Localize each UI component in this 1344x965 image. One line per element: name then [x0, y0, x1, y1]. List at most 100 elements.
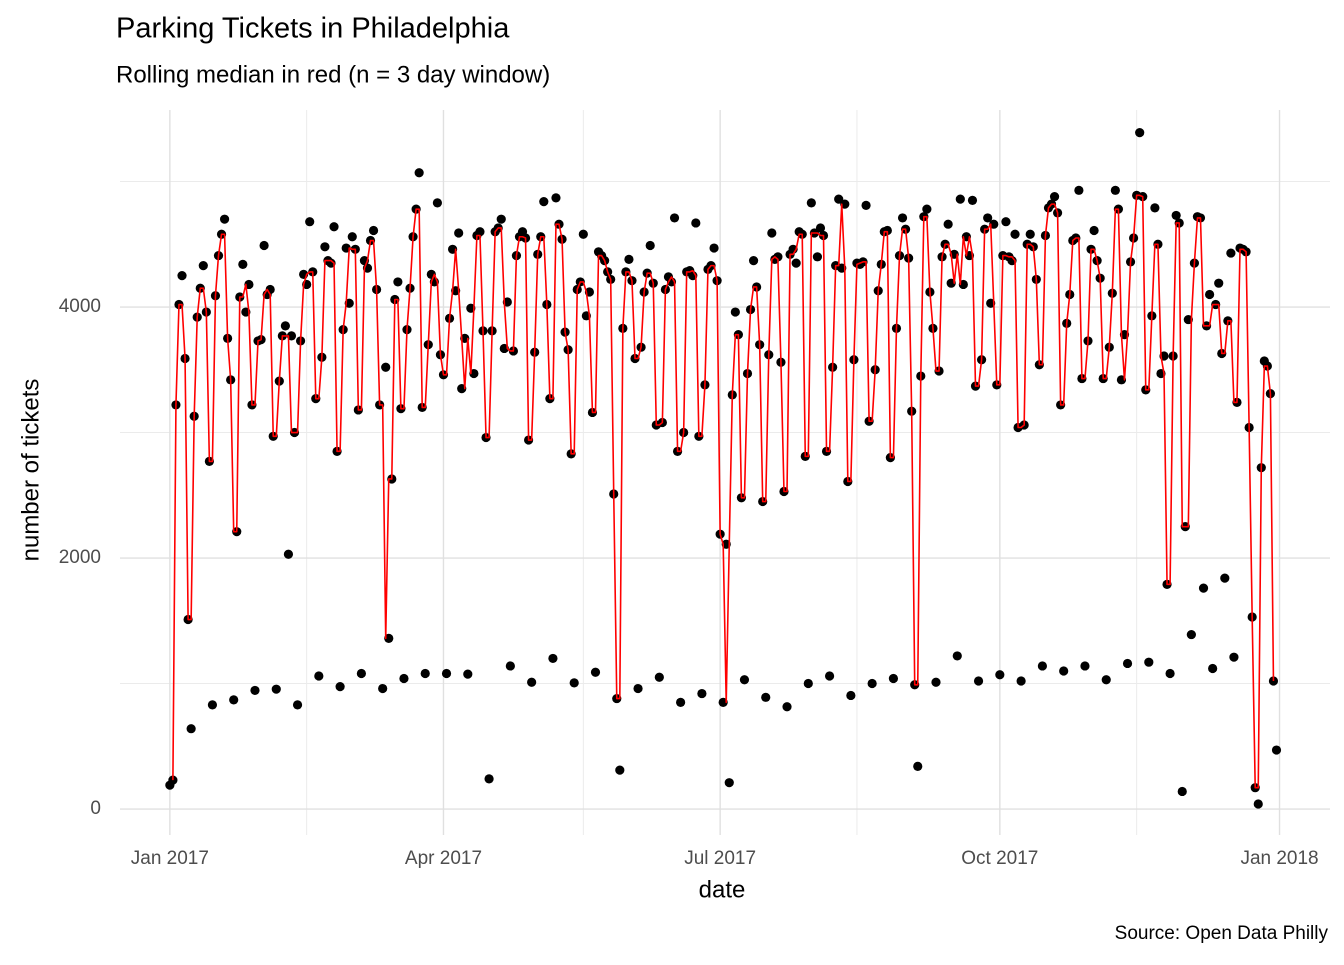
data-point	[973, 676, 984, 686]
data-point	[1074, 185, 1084, 195]
data-point	[1110, 185, 1120, 195]
data-point	[283, 549, 294, 559]
data-point	[368, 225, 379, 236]
data-point	[496, 214, 506, 224]
data-point	[356, 668, 366, 679]
data-point	[697, 688, 707, 699]
data-point	[691, 218, 701, 228]
data-point	[730, 307, 740, 317]
data-point	[219, 214, 230, 224]
data-point	[1214, 278, 1224, 288]
data-point	[1049, 191, 1060, 202]
data-point	[913, 761, 923, 771]
data-point	[177, 271, 187, 281]
data-point	[791, 258, 801, 268]
data-point	[1226, 248, 1236, 258]
data-point	[767, 228, 777, 238]
data-point	[378, 683, 388, 694]
data-point	[329, 222, 339, 232]
x-tick-label: Apr 2017	[405, 848, 482, 869]
data-point	[539, 197, 549, 207]
data-point	[1208, 663, 1218, 674]
data-point	[381, 362, 391, 372]
median-line	[172, 194, 1275, 789]
data-point	[454, 228, 464, 238]
data-point	[569, 678, 579, 688]
data-point	[393, 277, 403, 287]
y-tick-label: 2000	[59, 547, 101, 568]
data-point	[676, 697, 686, 707]
data-point	[1229, 652, 1239, 662]
data-point	[320, 242, 330, 252]
data-point	[882, 225, 892, 236]
data-point	[414, 168, 424, 178]
data-point	[399, 673, 409, 684]
data-point	[773, 252, 783, 262]
data-point	[484, 774, 494, 784]
data-point	[824, 671, 835, 681]
data-point	[1205, 289, 1215, 300]
data-point	[250, 685, 260, 696]
data-point	[983, 213, 993, 223]
data-point	[867, 678, 877, 689]
data-point	[1198, 583, 1209, 593]
data-point	[1268, 676, 1279, 686]
data-point	[806, 198, 816, 208]
data-point	[952, 651, 962, 661]
data-point	[1016, 676, 1026, 686]
data-point	[1080, 661, 1090, 671]
data-point	[812, 252, 823, 262]
data-point	[1177, 786, 1187, 797]
data-point	[207, 700, 218, 710]
data-point	[709, 243, 719, 253]
data-point	[669, 213, 680, 223]
data-point	[1150, 203, 1160, 213]
data-point	[624, 254, 634, 264]
data-point	[548, 653, 558, 664]
data-point	[782, 702, 792, 712]
data-point	[931, 677, 941, 687]
x-tick-label: Jul 2017	[684, 848, 756, 869]
data-point	[186, 724, 196, 734]
data-point	[292, 700, 303, 710]
data-point	[995, 670, 1005, 680]
data-point	[475, 227, 485, 237]
chart-subtitle: Rolling median in red (n = 3 day window)	[116, 61, 550, 88]
chart-title: Parking Tickets in Philadelphia	[116, 13, 510, 45]
data-point	[922, 204, 932, 214]
data-point	[815, 223, 826, 233]
y-axis-title: number of tickets	[17, 379, 44, 562]
data-point	[335, 682, 345, 692]
data-point	[314, 671, 324, 681]
data-point	[724, 778, 734, 788]
data-point	[578, 229, 588, 239]
plot-area	[165, 127, 1282, 809]
y-tick-label: 0	[90, 798, 101, 819]
data-point	[590, 667, 601, 677]
data-point	[846, 690, 856, 701]
x-tick-label: Jan 2018	[1240, 848, 1318, 869]
data-point	[739, 675, 750, 685]
data-point	[305, 217, 315, 227]
data-point	[238, 259, 248, 269]
data-point	[761, 692, 771, 702]
data-point	[748, 255, 759, 266]
data-point	[280, 321, 290, 331]
data-point	[1025, 229, 1035, 239]
caption: Source: Open Data Philly	[1115, 923, 1329, 944]
data-point	[1144, 657, 1154, 667]
data-point	[259, 240, 269, 251]
data-point	[198, 261, 208, 271]
y-tick-label: 4000	[59, 296, 101, 317]
data-point	[943, 219, 953, 229]
data-point	[432, 198, 442, 208]
data-point	[551, 193, 561, 203]
data-point	[1089, 225, 1099, 236]
data-point	[347, 232, 357, 242]
data-point	[1059, 666, 1069, 676]
data-point	[645, 240, 655, 251]
data-point	[861, 200, 871, 210]
data-point	[834, 194, 844, 204]
data-point	[1271, 745, 1282, 755]
